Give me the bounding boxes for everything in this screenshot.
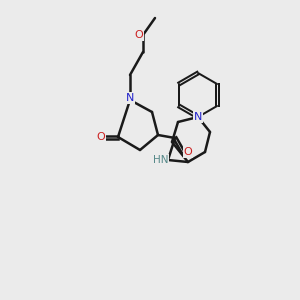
Text: N: N: [194, 112, 202, 122]
Text: O: O: [135, 30, 143, 40]
Text: HN: HN: [153, 155, 169, 165]
Text: O: O: [97, 132, 105, 142]
Text: O: O: [184, 147, 192, 157]
Text: N: N: [126, 93, 134, 103]
